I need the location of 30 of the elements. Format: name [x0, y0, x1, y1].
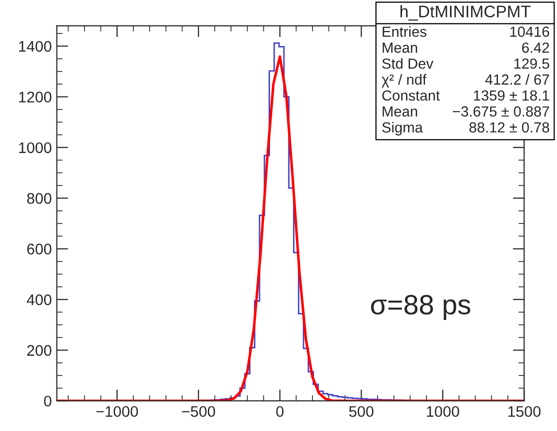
y-tick-label: 1200 — [19, 92, 52, 102]
annotation: Std Dev — [382, 58, 434, 69]
y-tick-label: 800 — [27, 193, 52, 204]
x-tick-label: 500 — [349, 406, 374, 417]
annotation: Entries — [382, 26, 426, 37]
annotation: 6.42 — [522, 42, 550, 53]
y-tick-label: 1000 — [19, 142, 52, 154]
y-tick-label: 400 — [26, 294, 52, 306]
x-tick-label: −500 — [182, 406, 216, 417]
annotation: 1359 ± 18.1 — [474, 90, 550, 101]
y-tick-label: 0 — [44, 396, 52, 407]
annotation: 88.12 ± 0.78 — [469, 122, 550, 133]
annotation: Constant — [382, 90, 440, 101]
annotation: Mean — [382, 42, 418, 53]
x-tick-label: 1000 — [426, 406, 460, 417]
annotation: Sigma — [382, 122, 423, 136]
y-tick-label: 1400 — [19, 40, 52, 52]
x-tick-label: 0 — [276, 406, 284, 417]
annotation: χ² / ndf — [382, 74, 427, 88]
y-tick-label: 200 — [27, 345, 52, 356]
annotation: 10416 — [510, 26, 550, 37]
text: h_DtMINIMCPMT — [400, 5, 530, 21]
annotation: Mean — [382, 106, 418, 117]
annotation: 129.5 — [514, 58, 550, 69]
x-tick-label: 1500 — [508, 406, 541, 417]
y-tick-label: 600 — [27, 244, 52, 254]
x-tick-label: −1000 — [96, 406, 138, 417]
annotation: σ=88 ps — [371, 294, 470, 320]
annotation: 412.2 / 67 — [485, 74, 550, 85]
annotation: −3.675 ± 0.887 — [452, 106, 550, 117]
